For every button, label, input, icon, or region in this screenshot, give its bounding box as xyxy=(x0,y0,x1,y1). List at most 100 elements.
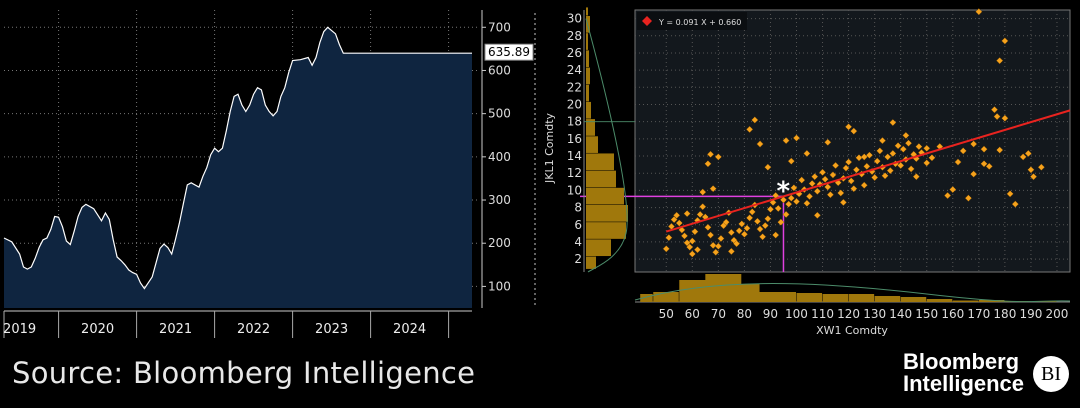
axis-dot xyxy=(534,193,536,195)
x-tick-label: 50 xyxy=(659,307,674,321)
x-tick-label: 120 xyxy=(837,307,860,321)
scatter-point xyxy=(881,172,889,180)
scatter-point xyxy=(761,222,769,230)
scatter-point xyxy=(748,208,756,216)
scatter-point xyxy=(863,162,871,170)
legend-swatch xyxy=(642,16,652,26)
scatter-point xyxy=(756,225,764,233)
y-tick-label: 12 xyxy=(567,166,582,180)
scatter-point xyxy=(959,147,967,155)
scatter-point xyxy=(803,199,811,207)
y-tick-label: 8 xyxy=(574,201,582,215)
x-tick-label: 2023 xyxy=(315,322,348,337)
scatter-point xyxy=(712,248,720,256)
scatter-point xyxy=(839,198,847,206)
scatter-point xyxy=(1027,166,1035,174)
scatter-point xyxy=(899,145,907,153)
y-hist-bar xyxy=(586,170,616,188)
scatter-point xyxy=(691,228,699,236)
scatter-point xyxy=(826,191,834,199)
bi-logo-badge: BI xyxy=(1033,356,1069,392)
axis-dot xyxy=(534,108,536,110)
axis-dot xyxy=(534,208,536,210)
y-hist-bar xyxy=(586,136,598,153)
x-tick-label: 130 xyxy=(863,307,886,321)
axis-dot xyxy=(534,143,536,145)
scatter-point xyxy=(813,187,821,195)
scatter-point xyxy=(803,149,811,157)
axis-dot xyxy=(534,273,536,275)
scatter-point xyxy=(759,233,767,241)
x-tick-label: 140 xyxy=(889,307,912,321)
axis-dot xyxy=(534,43,536,45)
x-hist-bar xyxy=(796,293,823,302)
source-note: Source: Bloomberg Intelligence xyxy=(12,356,476,390)
axis-dot xyxy=(534,63,536,65)
x-tick-label: 2021 xyxy=(159,322,192,337)
scatter-point xyxy=(1006,190,1014,198)
scatter-point xyxy=(912,173,920,181)
logo-line-2: Intelligence xyxy=(903,371,1025,396)
scatter-point xyxy=(688,250,696,258)
scatter-point xyxy=(865,151,873,159)
scatter-point xyxy=(707,231,715,239)
scatter-point xyxy=(889,149,897,157)
scatter-point xyxy=(837,189,845,197)
x-tick-label: 70 xyxy=(711,307,726,321)
scatter-point xyxy=(806,192,814,200)
axis-dot xyxy=(534,83,536,85)
logo-line-1: Bloomberg xyxy=(903,349,1020,374)
legend-label: Y = 0.091 X + 0.660 xyxy=(658,18,741,27)
scatter-point xyxy=(727,229,735,236)
scatter-point xyxy=(970,170,978,178)
scatter-point xyxy=(699,203,707,211)
y-tick-label: 300 xyxy=(488,193,511,207)
scatter-point xyxy=(733,240,741,248)
y-hist-bar xyxy=(586,153,614,171)
scatter-chart: *Y = 0.091 X + 0.66024681012141618202224… xyxy=(543,7,1071,337)
y-tick-label: 400 xyxy=(488,150,511,164)
scatter-point xyxy=(954,158,962,166)
axis-dot xyxy=(534,188,536,190)
y-hist-bar xyxy=(586,7,588,16)
axis-dot xyxy=(534,283,536,285)
scatter-point xyxy=(738,220,746,228)
scatter-point xyxy=(1037,163,1045,171)
scatter-point xyxy=(787,157,795,165)
scatter-point xyxy=(878,137,886,145)
scatter-point xyxy=(683,239,691,247)
x-tick-label: 110 xyxy=(811,307,834,321)
x-tick-label: 80 xyxy=(737,307,752,321)
scatter-point xyxy=(793,134,800,142)
scatter-point xyxy=(860,181,868,189)
y-hist-bar xyxy=(586,119,595,136)
y-hist-bar xyxy=(586,204,628,222)
y-tick-label: 2 xyxy=(574,252,582,266)
last-value-label: 635.89 xyxy=(488,45,530,59)
y-tick-label: 28 xyxy=(567,29,582,43)
scatter-point xyxy=(819,168,827,176)
scatter-point xyxy=(746,214,754,222)
scatter-point xyxy=(996,146,1004,154)
scatter-point xyxy=(709,185,717,193)
scatter-point xyxy=(980,145,988,153)
axis-dot xyxy=(534,163,536,165)
axis-dot xyxy=(534,238,536,240)
scatter-point xyxy=(694,246,701,254)
scatter-point xyxy=(915,143,923,151)
axis-dot xyxy=(534,93,536,95)
y-hist-bar xyxy=(586,67,590,85)
scatter-point xyxy=(949,186,957,194)
y-hist-bar xyxy=(586,50,589,68)
x-tick-label: 2019 xyxy=(3,322,36,337)
axis-dot xyxy=(534,233,536,235)
scatter-point xyxy=(1001,114,1009,122)
axis-dot xyxy=(534,278,536,280)
scatter-point xyxy=(845,158,853,166)
scatter-point xyxy=(905,139,912,147)
axis-dot xyxy=(534,68,536,70)
scatter-point xyxy=(975,8,983,16)
axis-dot xyxy=(534,28,536,30)
x-tick-label: 160 xyxy=(941,307,964,321)
